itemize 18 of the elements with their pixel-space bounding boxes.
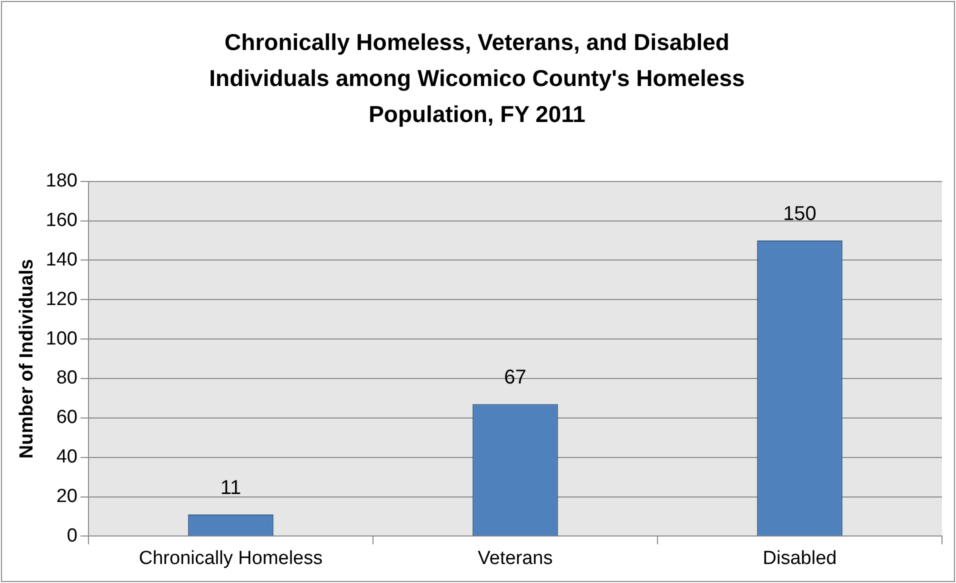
y-tick-label: 80 (56, 368, 78, 389)
y-tick-label: 60 (56, 407, 78, 428)
y-tick-label: 20 (56, 486, 78, 508)
y-tick-label: 180 (46, 170, 78, 192)
data-label: 11 (220, 477, 242, 500)
y-axis-title: Number of Individuals (16, 259, 38, 459)
chart-title: Chronically Homeless, Veterans, and Disabled Individuals among Wicomico County's Homeless Population, FY 2011 (208, 28, 746, 129)
y-tick-label: 120 (46, 288, 78, 310)
y-tick-label: 100 (46, 328, 78, 350)
data-label: 67 (504, 366, 526, 389)
data-label: 150 (783, 203, 816, 226)
x-tick-label: Chronically Homeless (138, 548, 323, 569)
x-tick-label: Veterans (478, 548, 553, 569)
y-tick-label: 160 (46, 210, 78, 232)
y-tick-label: 140 (46, 249, 78, 270)
x-tick-label: Disabled (762, 548, 837, 569)
y-tick-label: 0 (66, 525, 78, 546)
y-tick-label: 40 (56, 446, 78, 468)
